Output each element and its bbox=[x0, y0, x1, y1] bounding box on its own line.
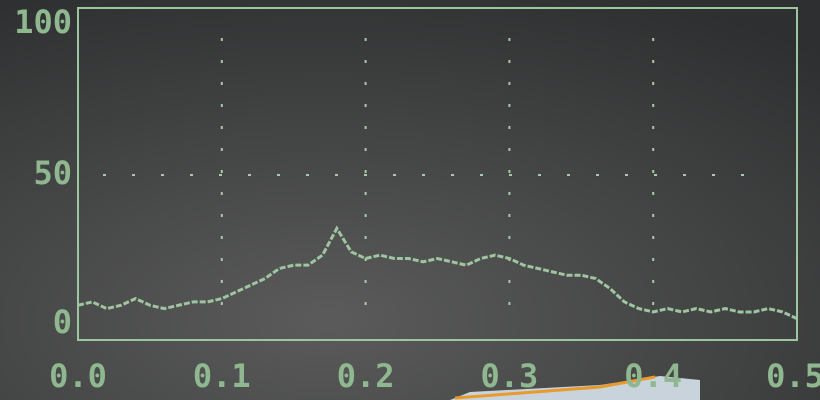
x-tick-label: 0.0 bbox=[49, 357, 107, 395]
decoration bbox=[454, 375, 656, 400]
x-tick-label: 0.5 bbox=[766, 357, 820, 395]
plot-frame bbox=[77, 7, 798, 341]
y-tick-label: 0 bbox=[53, 303, 72, 341]
y-tick-label: 50 bbox=[33, 154, 72, 192]
x-tick-label: 0.3 bbox=[481, 357, 539, 395]
y-tick-label: 100 bbox=[14, 3, 72, 41]
x-tick-label: 0.4 bbox=[624, 357, 682, 395]
x-tick-label: 0.1 bbox=[193, 357, 251, 395]
data-line bbox=[77, 225, 798, 320]
x-tick-label: 0.2 bbox=[337, 357, 395, 395]
